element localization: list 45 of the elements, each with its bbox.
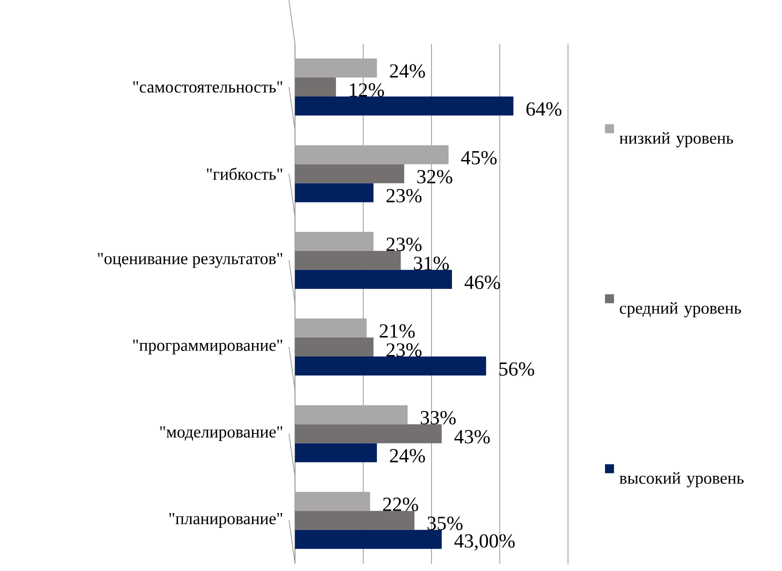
y-tick-label: "планирование" <box>169 513 282 528</box>
data-label: 21% <box>380 324 415 338</box>
bar <box>295 492 370 512</box>
data-label: 35% <box>428 516 462 530</box>
data-label: 23% <box>386 189 422 203</box>
data-label: 22% <box>383 498 418 512</box>
bar <box>295 318 367 338</box>
bar <box>295 78 336 97</box>
data-label: 24% <box>390 64 425 78</box>
y-tick-label: "программирование" <box>133 340 282 355</box>
data-label: 45% <box>461 151 497 165</box>
data-label: 32% <box>417 170 452 184</box>
bar <box>295 183 374 202</box>
data-label: 24% <box>390 449 425 463</box>
y-tick-label: "самостоятельность" <box>133 82 282 93</box>
data-label: 12% <box>350 84 384 98</box>
y-tick-label: "гибкость" <box>206 168 282 180</box>
bar <box>295 356 486 376</box>
y-tick-label: "моделирование" <box>160 426 282 442</box>
data-label: 46% <box>464 276 500 290</box>
data-label: 23% <box>386 344 422 358</box>
data-label: 31% <box>414 256 449 270</box>
y-tick-label: "оценивание результатов" <box>98 253 282 268</box>
bar <box>295 270 452 290</box>
data-label: 43% <box>454 430 490 444</box>
bar <box>295 511 414 530</box>
data-label: 56% <box>499 362 534 376</box>
bar <box>295 530 442 550</box>
legend-label: средний уровень <box>620 302 742 318</box>
data-label: 43,00% <box>454 534 515 551</box>
data-label: 23% <box>386 238 422 252</box>
bar <box>295 58 377 78</box>
bar <box>295 96 514 116</box>
bar <box>295 338 374 357</box>
bar <box>295 443 377 462</box>
bar <box>295 164 404 184</box>
bar <box>295 405 408 424</box>
bar <box>295 232 374 252</box>
legend-label: низкий уровень <box>620 132 734 148</box>
legend-label: высокий уровень <box>620 472 744 488</box>
data-label: 33% <box>420 411 456 425</box>
data-label: 64% <box>526 102 562 116</box>
bar <box>295 424 442 444</box>
bar <box>295 251 401 270</box>
bar <box>295 145 449 164</box>
